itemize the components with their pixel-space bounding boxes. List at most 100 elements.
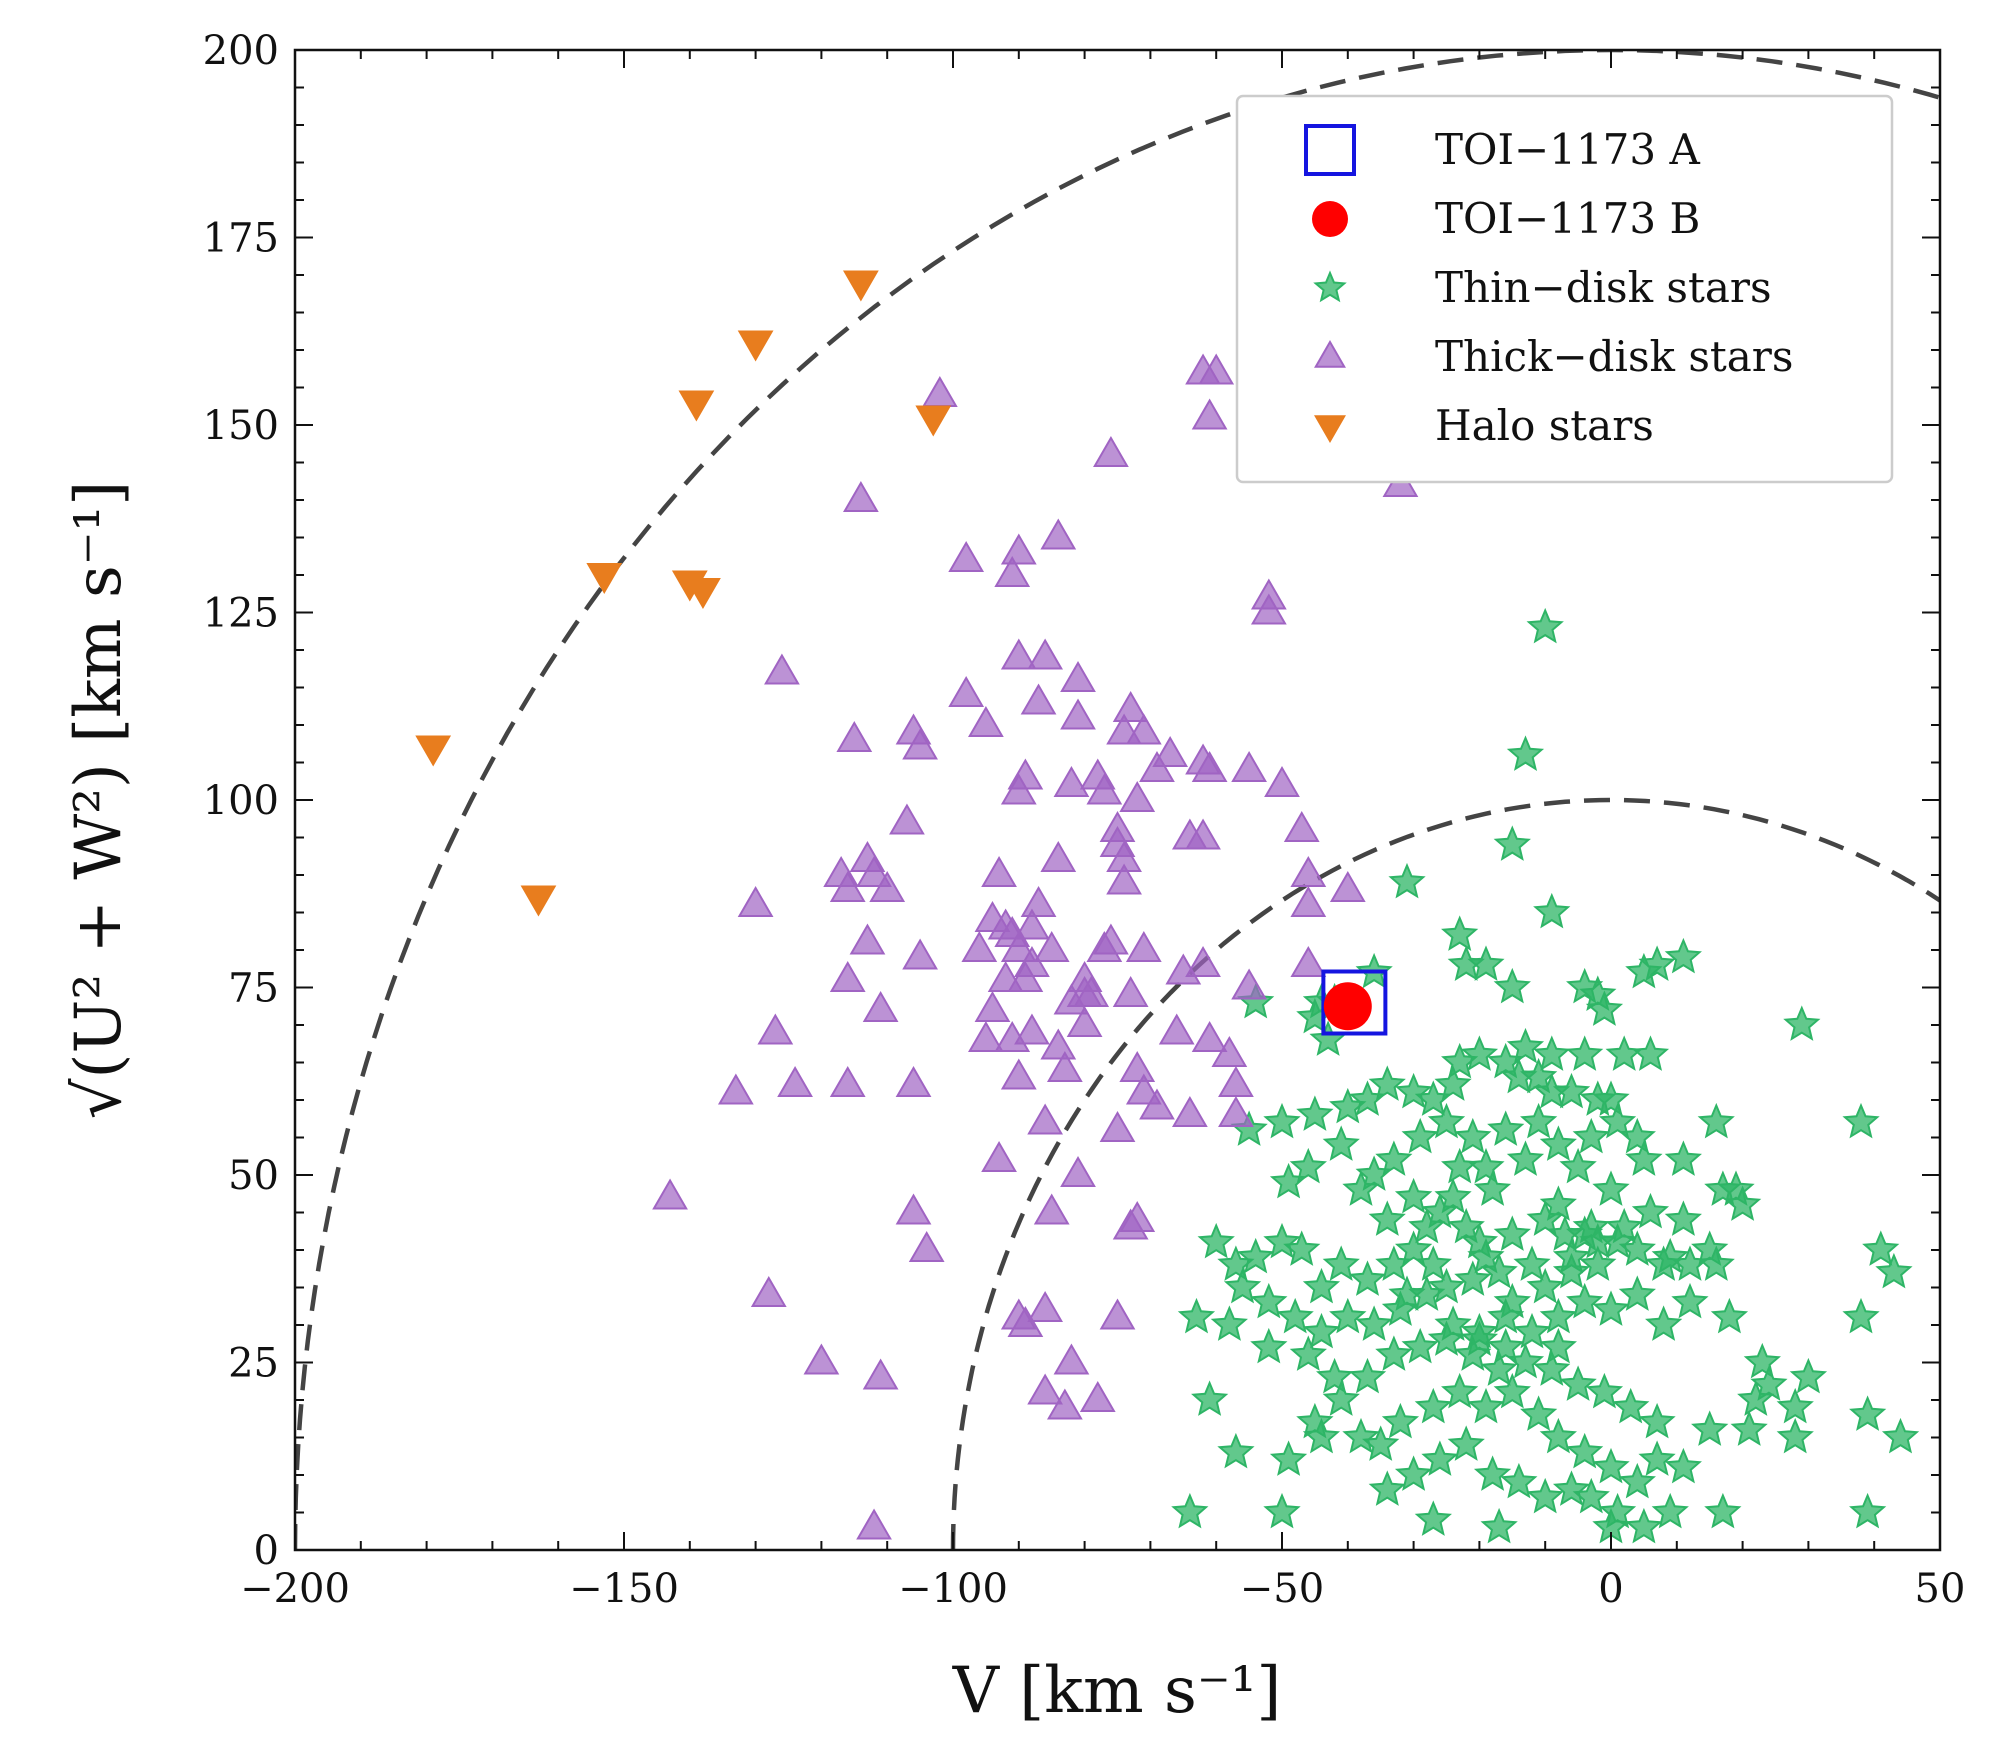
- point-thin-disk-stars: [1421, 1192, 1459, 1229]
- point-thin-disk-stars: [1263, 1492, 1301, 1529]
- point-thick-disk-stars: [1191, 1020, 1228, 1053]
- point-thin-disk-stars: [1454, 1117, 1492, 1154]
- x-tick-label: −200: [240, 1566, 350, 1612]
- point-thin-disk-stars: [1441, 1372, 1479, 1409]
- point-thick-disk-stars: [1014, 1013, 1050, 1045]
- point-thick-disk-stars: [1106, 863, 1142, 895]
- y-tick-label: 25: [228, 1341, 279, 1387]
- point-thin-disk-stars: [1316, 1357, 1354, 1394]
- x-tick-label: −100: [898, 1566, 1008, 1612]
- legend-marker-toi-1173-b: [1312, 201, 1348, 237]
- point-thin-disk-stars: [1421, 1440, 1459, 1476]
- point-thin-disk-stars: [1631, 1192, 1670, 1229]
- point-thin-disk-stars: [1513, 1312, 1551, 1349]
- legend-marker-halo-stars: [1314, 415, 1346, 444]
- point-thin-disk-stars: [1618, 1230, 1656, 1266]
- point-halo-stars: [678, 390, 715, 422]
- point-thin-disk-stars: [1625, 1507, 1663, 1544]
- point-thin-disk-stars: [1368, 1200, 1406, 1236]
- x-tick-label: −50: [1240, 1566, 1324, 1612]
- point-thin-disk-stars: [1394, 1072, 1433, 1109]
- legend: TOI−1173 A TOI−1173 B Thin−disk stars Thick…: [1235, 94, 1894, 484]
- point-thin-disk-stars: [1401, 1327, 1439, 1364]
- point-thick-disk-stars: [1060, 1155, 1096, 1188]
- y-tick-label: 200: [203, 28, 279, 74]
- point-thin-disk-stars: [1618, 1275, 1656, 1311]
- reference-curve-200: [295, 50, 1940, 1550]
- point-thick-disk-stars: [1053, 1343, 1090, 1375]
- point-thick-disk-stars: [1283, 810, 1320, 843]
- point-thick-disk-stars: [1014, 908, 1050, 940]
- point-thick-disk-stars: [1086, 930, 1123, 963]
- point-thick-disk-stars: [757, 1013, 794, 1045]
- point-thin-disk-stars: [1467, 1237, 1505, 1274]
- point-thin-disk-stars: [1881, 1417, 1920, 1454]
- point-thick-disk-stars: [849, 923, 886, 955]
- point-thin-disk-stars: [1191, 1380, 1229, 1416]
- point-thin-disk-stars: [1467, 1387, 1505, 1424]
- point-thin-disk-stars: [1566, 1432, 1604, 1469]
- point-thin-disk-stars: [1539, 1185, 1577, 1221]
- point-thin-disk-stars: [1849, 1492, 1887, 1529]
- point-thin-disk-stars: [1322, 1245, 1360, 1281]
- point-thin-disk-stars: [1533, 892, 1571, 929]
- point-thick-disk-stars: [889, 803, 925, 835]
- point-thick-disk-stars: [1000, 533, 1037, 565]
- point-thin-disk-stars: [1322, 1125, 1360, 1161]
- point-thin-disk-stars: [1849, 1395, 1887, 1431]
- point-thick-disk-stars: [1119, 780, 1156, 813]
- point-halo-stars: [586, 562, 623, 595]
- point-thin-disk-stars: [1513, 1245, 1551, 1281]
- point-thick-disk-stars: [1218, 1065, 1254, 1098]
- point-thick-disk-stars: [836, 720, 873, 753]
- point-thin-disk-stars: [1322, 1380, 1360, 1416]
- point-thin-disk-stars: [1723, 1185, 1762, 1221]
- point-thick-disk-stars: [1000, 930, 1037, 963]
- point-thick-disk-stars: [1053, 765, 1090, 798]
- point-thin-disk-stars: [1776, 1387, 1814, 1424]
- point-thick-disk-stars: [1329, 870, 1366, 903]
- point-thin-disk-stars: [1171, 1492, 1209, 1529]
- point-thin-disk-stars: [1414, 1245, 1452, 1281]
- point-thin-disk-stars: [1329, 1297, 1367, 1334]
- point-thin-disk-stars: [1447, 945, 1485, 981]
- point-thick-disk-stars: [1211, 1035, 1248, 1068]
- point-thin-disk-stars: [1585, 1372, 1624, 1409]
- point-halo-stars: [415, 735, 452, 767]
- point-thin-disk-stars: [1592, 1170, 1630, 1206]
- point-thick-disk-stars: [1007, 1305, 1044, 1338]
- point-thin-disk-stars: [1342, 1170, 1380, 1206]
- point-thin-disk-stars: [1289, 1335, 1327, 1371]
- point-thin-disk-stars: [1388, 862, 1426, 899]
- point-thin-disk-stars: [1368, 1065, 1406, 1101]
- point-thick-disk-stars: [1125, 1073, 1162, 1105]
- point-thin-disk-stars: [1533, 1035, 1571, 1071]
- point-thin-disk-stars: [1598, 1102, 1637, 1139]
- point-thin-disk-stars: [1473, 1170, 1512, 1206]
- point-thick-disk-stars: [1033, 930, 1070, 963]
- point-thin-disk-stars: [1539, 1417, 1577, 1454]
- point-thin-disk-stars: [1566, 1215, 1604, 1251]
- point-thin-disk-stars: [1572, 1477, 1610, 1514]
- point-thin-disk-stars: [1789, 1357, 1828, 1394]
- point-thin-disk-stars: [1348, 1260, 1387, 1296]
- point-thin-disk-stars: [1487, 1042, 1525, 1079]
- point-thick-disk-stars: [750, 1275, 787, 1308]
- point-thick-disk-stars: [1086, 773, 1123, 805]
- point-thin-disk-stars: [1691, 1410, 1729, 1446]
- point-thick-disk-stars: [829, 960, 866, 993]
- point-thin-disk-stars: [1539, 1125, 1577, 1161]
- point-thin-disk-stars: [1276, 1297, 1314, 1334]
- point-thin-disk-stars: [1434, 1177, 1472, 1214]
- point-thick-disk-stars: [856, 855, 892, 888]
- point-thin-disk-stars: [1427, 1320, 1466, 1356]
- point-thick-disk-stars: [1093, 435, 1129, 468]
- point-thick-disk-stars: [843, 480, 879, 513]
- point-thin-disk-stars: [1783, 1005, 1821, 1041]
- point-thick-disk-stars: [1231, 750, 1267, 783]
- point-thick-disk-stars: [1112, 690, 1149, 723]
- point-thin-disk-stars: [1664, 937, 1702, 974]
- point-thin-disk-stars: [1348, 1357, 1387, 1394]
- point-thick-disk-stars: [652, 1178, 688, 1210]
- point-thin-disk-stars: [1526, 1267, 1564, 1304]
